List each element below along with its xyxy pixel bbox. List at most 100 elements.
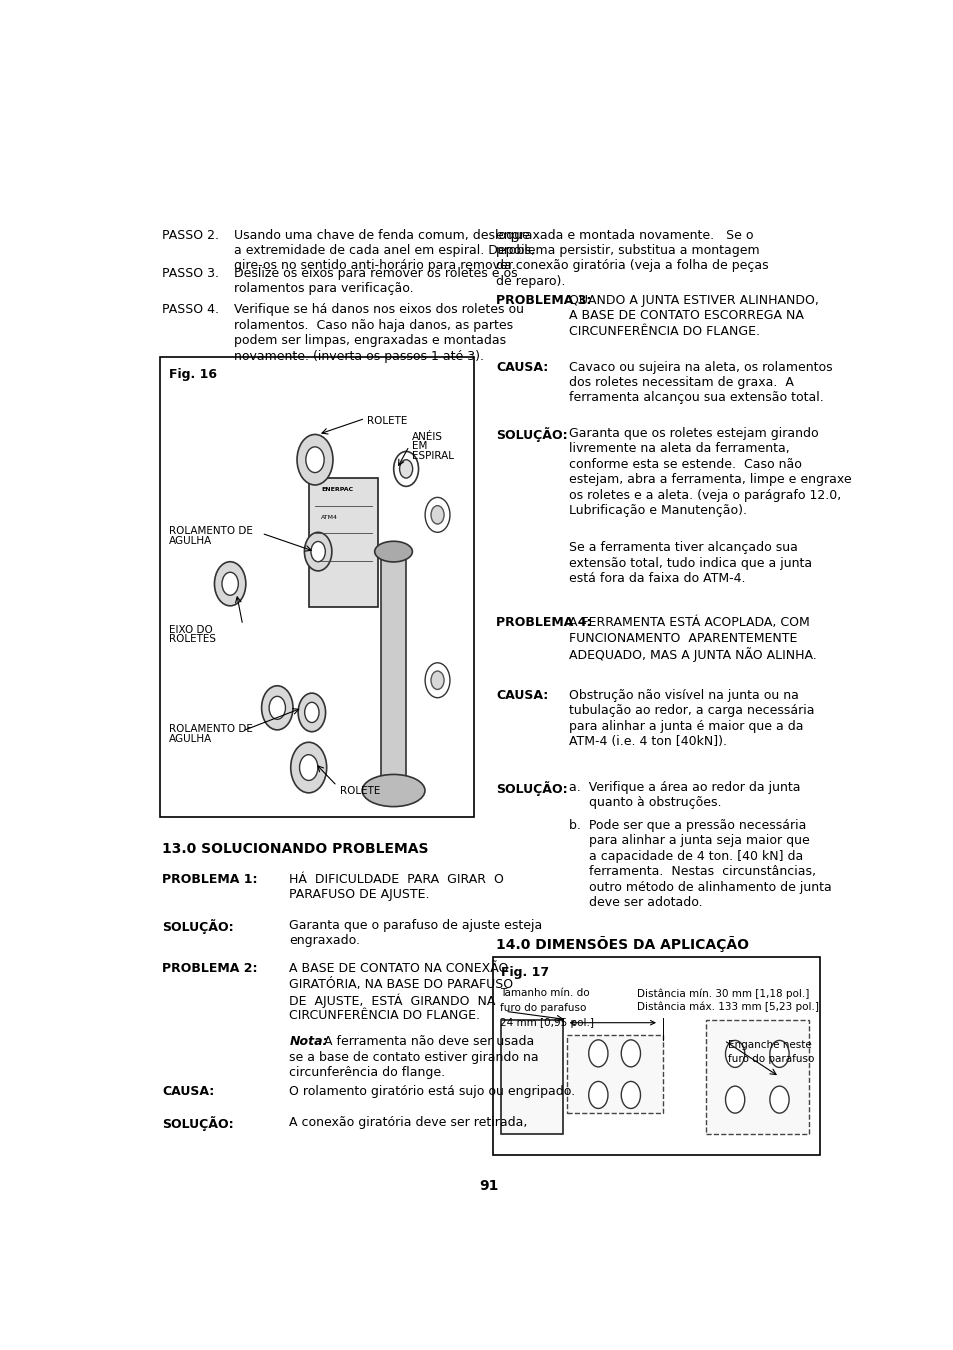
Circle shape: [269, 697, 285, 720]
Text: Garanta que os roletes estejam girando: Garanta que os roletes estejam girando: [568, 427, 818, 440]
Text: livremente na aleta da ferramenta,: livremente na aleta da ferramenta,: [568, 443, 789, 455]
Text: HÁ  DIFICULDADE  PARA  GIRAR  O: HÁ DIFICULDADE PARA GIRAR O: [289, 873, 503, 886]
Text: 14.0 DIMENSÕES DA APLICAÇÃO: 14.0 DIMENSÕES DA APLICAÇÃO: [496, 937, 748, 953]
Text: PARAFUSO DE AJUSTE.: PARAFUSO DE AJUSTE.: [289, 888, 430, 902]
Text: AGULHA: AGULHA: [169, 536, 212, 545]
Text: ROLETE: ROLETE: [340, 786, 380, 796]
Circle shape: [261, 686, 293, 730]
Text: EIXO DO: EIXO DO: [169, 625, 213, 634]
Text: ESPIRAL: ESPIRAL: [412, 451, 454, 460]
Text: Distância máx. 133 mm [5,23 pol.]: Distância máx. 133 mm [5,23 pol.]: [637, 1002, 818, 1012]
Text: ferramenta.  Nestas  circunstâncias,: ferramenta. Nestas circunstâncias,: [568, 865, 815, 878]
Circle shape: [311, 541, 325, 562]
Circle shape: [431, 671, 443, 690]
Text: Se a ferramenta tiver alcançado sua: Se a ferramenta tiver alcançado sua: [568, 541, 797, 555]
Text: ROLETES: ROLETES: [169, 634, 215, 644]
Text: AGULHA: AGULHA: [169, 734, 212, 744]
Text: dos roletes necessitam de graxa.  A: dos roletes necessitam de graxa. A: [568, 375, 793, 389]
Text: outro método de alinhamento de junta: outro método de alinhamento de junta: [568, 880, 831, 894]
Text: DE  AJUSTE,  ESTÁ  GIRANDO  NA: DE AJUSTE, ESTÁ GIRANDO NA: [289, 994, 496, 1007]
Circle shape: [304, 532, 332, 571]
Text: ferramenta alcançou sua extensão total.: ferramenta alcançou sua extensão total.: [568, 392, 822, 404]
Text: PROBLEMA 3:: PROBLEMA 3:: [496, 294, 591, 306]
Text: Verifique se há danos nos eixos dos roletes ou: Verifique se há danos nos eixos dos role…: [233, 304, 523, 316]
Text: deve ser adotado.: deve ser adotado.: [568, 896, 701, 909]
Circle shape: [769, 1041, 788, 1068]
Text: GIRATÓRIA, NA BASE DO PARAFUSO: GIRATÓRIA, NA BASE DO PARAFUSO: [289, 977, 513, 991]
Text: PROBLEMA 4:: PROBLEMA 4:: [496, 616, 591, 629]
Bar: [309, 478, 377, 606]
Text: Lubrificação e Manutenção).: Lubrificação e Manutenção).: [568, 504, 746, 517]
Circle shape: [724, 1041, 744, 1068]
Text: quanto à obstruções.: quanto à obstruções.: [568, 796, 720, 809]
Text: A BASE DE CONTATO NA CONEXÃO: A BASE DE CONTATO NA CONEXÃO: [289, 963, 508, 976]
Text: O rolamento giratório está sujo ou engripado.: O rolamento giratório está sujo ou engri…: [289, 1085, 575, 1098]
Text: PASSO 2.: PASSO 2.: [162, 228, 219, 242]
Text: furo do parafuso: furo do parafuso: [499, 1003, 586, 1012]
Circle shape: [620, 1040, 639, 1066]
Text: ATM-4 (i.e. 4 ton [40kN]).: ATM-4 (i.e. 4 ton [40kN]).: [568, 736, 726, 748]
Bar: [380, 552, 406, 791]
Text: ATM4: ATM4: [321, 514, 338, 520]
Text: estejam, abra a ferramenta, limpe e engraxe: estejam, abra a ferramenta, limpe e engr…: [568, 474, 850, 486]
Circle shape: [296, 435, 333, 485]
Text: ROLETE: ROLETE: [367, 416, 407, 427]
Ellipse shape: [362, 775, 424, 806]
Circle shape: [588, 1040, 607, 1066]
Text: extensão total, tudo indica que a junta: extensão total, tudo indica que a junta: [568, 556, 811, 570]
Text: FUNCIONAMENTO  APARENTEMENTE: FUNCIONAMENTO APARENTEMENTE: [568, 632, 797, 645]
Text: SOLUÇÃO:: SOLUÇÃO:: [496, 427, 567, 441]
Text: Cavaco ou sujeira na aleta, os rolamentos: Cavaco ou sujeira na aleta, os rolamento…: [568, 360, 832, 374]
Text: rolamentos.  Caso não haja danos, as partes: rolamentos. Caso não haja danos, as part…: [233, 319, 513, 332]
Circle shape: [299, 755, 317, 780]
Text: ROLAMENTO DE: ROLAMENTO DE: [169, 526, 253, 536]
Circle shape: [425, 497, 450, 532]
Text: da conexão giratória (veja a folha de peças: da conexão giratória (veja a folha de pe…: [496, 259, 768, 273]
Text: SOLUÇÃO:: SOLUÇÃO:: [496, 780, 567, 795]
Bar: [160, 358, 474, 817]
Bar: [705, 1019, 808, 1134]
Text: furo do parafuso: furo do parafuso: [727, 1054, 813, 1064]
Text: os roletes e a aleta. (veja o parágrafo 12.0,: os roletes e a aleta. (veja o parágrafo …: [568, 489, 841, 502]
Text: para alinhar a junta seja maior que: para alinhar a junta seja maior que: [568, 834, 809, 848]
Text: PROBLEMA 1:: PROBLEMA 1:: [162, 873, 257, 886]
Text: rolamentos para verificação.: rolamentos para verificação.: [233, 282, 413, 296]
Text: CAUSA:: CAUSA:: [496, 688, 548, 702]
Text: a.  Verifique a área ao redor da junta: a. Verifique a área ao redor da junta: [568, 780, 800, 794]
Bar: [501, 1019, 562, 1134]
Text: SOLUÇÃO:: SOLUÇÃO:: [162, 919, 233, 934]
Text: tubulação ao redor, a carga necessária: tubulação ao redor, a carga necessária: [568, 705, 814, 717]
Text: se a base de contato estiver girando na: se a base de contato estiver girando na: [289, 1050, 538, 1064]
Circle shape: [588, 1081, 607, 1108]
Circle shape: [425, 663, 450, 698]
Text: Deslize os eixos para remover os roletes e os: Deslize os eixos para remover os roletes…: [233, 267, 517, 279]
Text: A ferramenta não deve ser usada: A ferramenta não deve ser usada: [324, 1035, 534, 1048]
Circle shape: [222, 572, 238, 595]
Text: A BASE DE CONTATO ESCORREGA NA: A BASE DE CONTATO ESCORREGA NA: [568, 309, 802, 323]
Text: circunferência do flange.: circunferência do flange.: [289, 1066, 445, 1079]
Text: 13.0 SOLUCIONANDO PROBLEMAS: 13.0 SOLUCIONANDO PROBLEMAS: [162, 842, 428, 856]
Text: para alinhar a junta é maior que a da: para alinhar a junta é maior que a da: [568, 720, 802, 733]
Bar: [566, 1035, 662, 1114]
Circle shape: [291, 743, 326, 792]
Text: SOLUÇÃO:: SOLUÇÃO:: [162, 1116, 233, 1131]
Text: Fig. 17: Fig. 17: [501, 965, 549, 979]
Text: de reparo).: de reparo).: [496, 274, 565, 288]
Circle shape: [769, 1087, 788, 1114]
Text: CAUSA:: CAUSA:: [496, 360, 548, 374]
Text: PROBLEMA 2:: PROBLEMA 2:: [162, 963, 257, 976]
Text: Usando uma chave de fenda comum, desloque: Usando uma chave de fenda comum, desloqu…: [233, 228, 529, 242]
Circle shape: [214, 562, 246, 606]
Text: podem ser limpas, engraxadas e montadas: podem ser limpas, engraxadas e montadas: [233, 335, 505, 347]
Circle shape: [304, 702, 318, 722]
Text: EM: EM: [412, 441, 427, 451]
Text: engraxado.: engraxado.: [289, 934, 360, 948]
Text: gire-os no sentido anti-horário para remover.: gire-os no sentido anti-horário para rem…: [233, 259, 515, 273]
Text: problema persistir, substitua a montagem: problema persistir, substitua a montagem: [496, 244, 760, 256]
Circle shape: [431, 506, 443, 524]
Text: Fig. 16: Fig. 16: [169, 367, 216, 381]
Ellipse shape: [375, 541, 412, 562]
Text: b.  Pode ser que a pressão necessária: b. Pode ser que a pressão necessária: [568, 819, 805, 832]
Text: ROLAMENTO DE: ROLAMENTO DE: [169, 724, 253, 734]
Text: ANÉIS: ANÉIS: [412, 432, 443, 443]
